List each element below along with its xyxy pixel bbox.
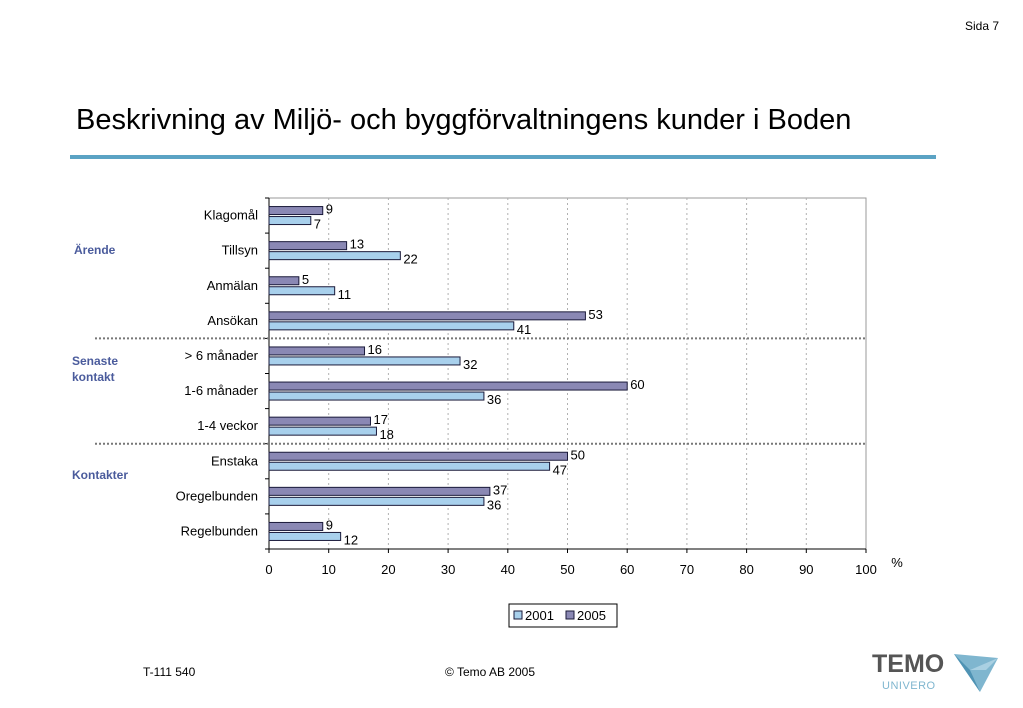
data-label-2001: 7 xyxy=(314,217,321,232)
bar-2005 xyxy=(268,346,366,356)
bar-2001 xyxy=(268,391,485,401)
bar-2005 xyxy=(268,381,628,391)
legend-label-2005: 2005 xyxy=(577,608,606,623)
data-label-2001: 36 xyxy=(487,497,501,512)
data-label-2001: 18 xyxy=(379,427,393,442)
data-label-2001: 47 xyxy=(553,462,567,477)
group-label-arende: Ärende xyxy=(74,243,116,257)
x-tick-label: 100 xyxy=(855,562,877,577)
category-label: Anmälan xyxy=(207,278,258,293)
data-label-2005: 5 xyxy=(302,272,309,287)
bar-2001 xyxy=(268,496,485,506)
x-tick-label: 40 xyxy=(501,562,515,577)
bar-2005 xyxy=(268,241,348,251)
bar-2005 xyxy=(268,416,371,426)
category-label: > 6 månader xyxy=(185,348,259,363)
legend-swatch-2005 xyxy=(565,610,575,620)
category-label: Oregelbunden xyxy=(176,488,258,503)
data-label-2005: 17 xyxy=(373,412,387,427)
footer-code: T-111 540 xyxy=(143,665,196,679)
bar-2005 xyxy=(268,206,324,216)
category-label: Regelbunden xyxy=(181,523,258,538)
data-label-2005: 9 xyxy=(326,517,333,532)
bar-2005 xyxy=(268,451,568,461)
x-tick-label: 70 xyxy=(680,562,694,577)
x-tick-label: 10 xyxy=(321,562,335,577)
group-label-kontakter: Kontakter xyxy=(72,468,129,482)
data-label-2005: 13 xyxy=(350,237,364,252)
bar-2001 xyxy=(268,531,342,541)
data-label-2001: 22 xyxy=(403,252,417,267)
category-label: 1-4 veckor xyxy=(197,418,258,433)
data-label-2001: 12 xyxy=(344,532,358,547)
logo-mark-icon xyxy=(954,654,998,692)
data-label-2005: 37 xyxy=(493,482,507,497)
footer-copyright: © Temo AB 2005 xyxy=(445,665,536,679)
data-label-2005: 60 xyxy=(630,377,644,392)
bar-2005 xyxy=(268,521,324,531)
data-label-2001: 41 xyxy=(517,322,531,337)
bar-2001 xyxy=(268,356,461,366)
x-tick-label: 50 xyxy=(560,562,574,577)
data-label-2005: 53 xyxy=(588,307,602,322)
legend-box xyxy=(508,603,618,628)
x-tick-label: 0 xyxy=(265,562,272,577)
data-label-2001: 32 xyxy=(463,357,477,372)
x-tick-label: 80 xyxy=(739,562,753,577)
page-number: Sida 7 xyxy=(964,19,999,33)
x-tick-label: 90 xyxy=(799,562,813,577)
category-label: Ansökan xyxy=(207,313,258,328)
page-title: Beskrivning av Miljö- och byggförvaltnin… xyxy=(76,104,852,136)
data-label-2005: 16 xyxy=(368,342,382,357)
bar-2001 xyxy=(268,251,401,261)
legend-label-2001: 2001 xyxy=(525,608,554,623)
data-label-2005: 9 xyxy=(326,202,333,217)
bar-2001 xyxy=(268,426,377,436)
x-tick-label: 60 xyxy=(620,562,634,577)
title-divider xyxy=(70,155,936,159)
bar-2001 xyxy=(268,461,551,471)
bar-2001 xyxy=(268,216,312,226)
x-tick-label: 30 xyxy=(441,562,455,577)
data-label-2001: 36 xyxy=(487,392,501,407)
bar-2005 xyxy=(268,276,300,286)
category-label: 1-6 månader xyxy=(184,383,258,398)
category-label: Klagomål xyxy=(204,208,258,223)
x-tick-label: 20 xyxy=(381,562,395,577)
bar-2005 xyxy=(268,311,586,321)
group-label-senaste-kontakt: Senaste kontakt xyxy=(72,354,119,384)
logo-subtitle: UNIVERO xyxy=(882,680,936,692)
x-axis-unit-label: % xyxy=(891,555,903,570)
bar-2001 xyxy=(268,286,336,296)
logo-wordmark: TEMO xyxy=(872,650,945,678)
bar-2005 xyxy=(268,486,491,496)
bar-2001 xyxy=(268,321,515,331)
temo-logo: TEMO UNIVERO xyxy=(872,648,1002,696)
data-label-2005: 50 xyxy=(571,447,585,462)
category-label: Tillsyn xyxy=(222,243,258,258)
data-label-2001: 11 xyxy=(338,287,352,302)
legend-swatch-2001 xyxy=(513,610,523,620)
category-label: Enstaka xyxy=(211,453,259,468)
